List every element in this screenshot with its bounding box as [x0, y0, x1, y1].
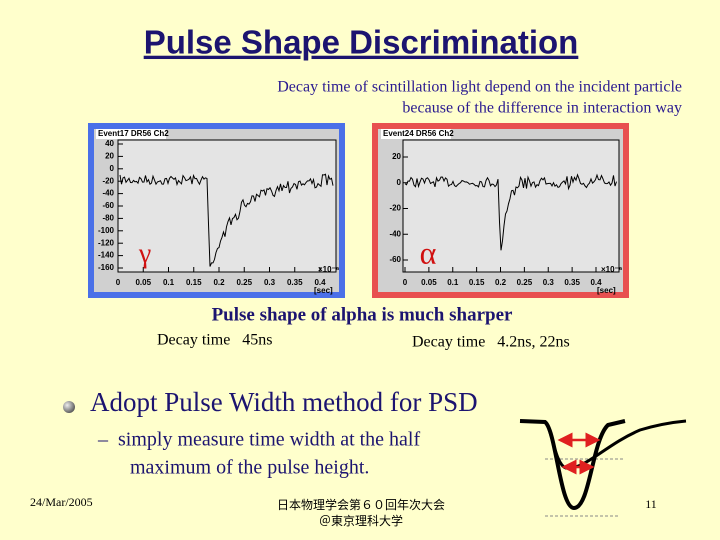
decay-time: Decay time 4.2ns, 22ns: [412, 334, 570, 351]
subtitle: because of the difference in interaction…: [402, 100, 682, 117]
plot-area: [402, 139, 620, 273]
caption: Pulse shape of alpha is much sharper: [212, 304, 513, 325]
y-tick-label: -20: [389, 204, 401, 213]
decay-time: Decay time 45ns: [157, 332, 273, 349]
sub-bullet: – simply measure time width at the half: [97, 429, 420, 451]
y-tick-label: -120: [98, 238, 115, 247]
x-tick-label: 0.15: [186, 278, 202, 287]
x-tick-label: 0.2: [213, 278, 225, 287]
x-tick-label: 0.3: [543, 278, 555, 287]
x-tick-label: 0.4: [314, 278, 326, 287]
y-tick-label: -20: [102, 176, 114, 185]
x-tick-label: 0.1: [447, 278, 459, 287]
bullet-icon: [63, 401, 75, 413]
x-tick-label: 0.1: [163, 278, 175, 287]
plot-title: Event17 DR56 Ch2: [98, 129, 169, 138]
footer-conference: ＠東京理科大学: [319, 513, 403, 528]
waveform: [119, 173, 334, 267]
y-tick-label: -40: [102, 189, 114, 198]
y-tick-label: -60: [102, 201, 114, 210]
y-tick-label: -60: [389, 255, 401, 264]
x-tick-label: 0.3: [264, 278, 276, 287]
y-tick-label: -140: [98, 251, 115, 260]
y-tick-label: 0: [110, 164, 115, 173]
plot-title-box: [381, 129, 451, 139]
x-tick-label: 0.05: [135, 278, 151, 287]
axis-scale: ×10⁻⁶: [318, 265, 340, 274]
x-tick-label: 0.4: [590, 278, 602, 287]
y-tick-label: 40: [105, 139, 114, 148]
x-tick-label: 0: [116, 278, 121, 287]
x-tick-label: 0.2: [495, 278, 507, 287]
axis-unit: [sec]: [314, 286, 333, 295]
pulse-curve: [543, 419, 687, 470]
x-tick-label: 0.25: [236, 278, 252, 287]
x-tick-label: 0.35: [287, 278, 303, 287]
plot-title: Event24 DR56 Ch2: [383, 129, 454, 138]
footer-page: 11: [645, 497, 657, 511]
particle-symbol: α: [420, 234, 437, 270]
plot-area: [117, 139, 337, 273]
x-tick-label: 0.25: [517, 278, 533, 287]
footer-conference: 日本物理学会第６０回年次大会: [277, 497, 445, 512]
x-tick-label: 0.35: [564, 278, 580, 287]
subtitle: Decay time of scintillation light depend…: [277, 79, 682, 96]
bullet-text: Adopt Pulse Width method for PSD: [90, 387, 478, 417]
particle-symbol: γ: [138, 238, 151, 269]
y-tick-label: 20: [105, 152, 114, 161]
y-tick-label: -80: [102, 214, 114, 223]
slide-title: Pulse Shape Discrimination: [144, 24, 579, 61]
y-tick-label: 20: [392, 152, 401, 161]
pulse-diagram: [519, 419, 687, 517]
y-tick-label: -160: [98, 263, 115, 272]
sub-bullet: maximum of the pulse height.: [130, 457, 369, 479]
x-tick-label: 0.05: [421, 278, 437, 287]
x-tick-label: 0: [403, 278, 408, 287]
axis-scale: ×10⁻⁶: [601, 265, 623, 274]
y-tick-label: -40: [389, 229, 401, 238]
y-tick-label: 0: [397, 178, 402, 187]
waveform: [404, 173, 617, 251]
axis-unit: [sec]: [597, 286, 616, 295]
y-tick-label: -100: [98, 226, 115, 235]
plot-title-box: [96, 129, 166, 139]
x-tick-label: 0.15: [469, 278, 485, 287]
footer-date: 24/Mar/2005: [30, 495, 93, 509]
